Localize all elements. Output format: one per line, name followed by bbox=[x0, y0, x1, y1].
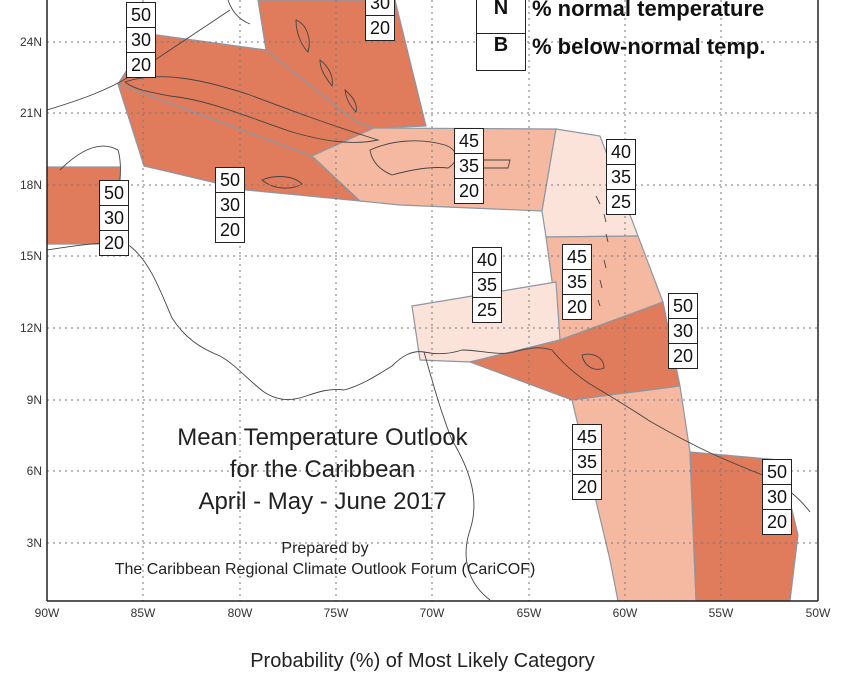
prob-value: 30 bbox=[100, 205, 128, 230]
map-title-line-3: April - May - June 2017 bbox=[198, 488, 447, 515]
prob-value: 30 bbox=[127, 27, 155, 52]
prob-value: 45 bbox=[458, 131, 480, 151]
coast-hispaniola bbox=[369, 140, 457, 176]
lat-label-24n: 24N bbox=[19, 35, 42, 49]
legend-key-below: B bbox=[476, 34, 526, 71]
lon-label-85w: 85W bbox=[130, 606, 156, 620]
coast-south-america-interior bbox=[423, 351, 491, 601]
prob-box-guyana: 45 35 20 bbox=[572, 424, 602, 500]
prob-value: 35 bbox=[573, 449, 601, 474]
legend-label-normal: % normal temperature bbox=[532, 0, 765, 21]
prob-value: 25 bbox=[607, 189, 635, 214]
prob-value: 45 bbox=[576, 427, 598, 447]
lat-label-6n: 6N bbox=[26, 464, 42, 478]
prob-value: 30 bbox=[669, 318, 697, 343]
prob-value: 35 bbox=[473, 272, 501, 297]
lon-label-75w: 75W bbox=[323, 606, 349, 620]
prob-value: 20 bbox=[455, 178, 483, 203]
prepared-by-label: Prepared by bbox=[281, 540, 369, 557]
prob-value: 45 bbox=[566, 247, 588, 267]
lat-label-12n: 12N bbox=[19, 321, 42, 335]
lat-label-9n: 9N bbox=[26, 393, 42, 407]
prob-box-hispaniola: 45 35 20 bbox=[454, 128, 484, 204]
prob-box-northern-lesser-antilles: 40 35 25 bbox=[606, 139, 636, 215]
prob-value: 25 bbox=[473, 297, 501, 322]
coast-bahamas-1 bbox=[295, 19, 310, 53]
prob-value: 50 bbox=[219, 170, 241, 190]
map-title: Mean Temperature Outlook for the Caribbe… bbox=[150, 422, 495, 518]
credit-block: Prepared by The Caribbean Regional Clima… bbox=[60, 538, 590, 580]
lon-label-90w: 90W bbox=[34, 606, 60, 620]
coast-jamaica bbox=[261, 176, 303, 189]
prob-box-suriname: 50 30 20 bbox=[762, 459, 792, 535]
coast-central-america bbox=[47, 242, 811, 513]
prob-box-trinidad: 50 30 20 bbox=[668, 293, 698, 369]
prob-value: 20 bbox=[100, 230, 128, 255]
prob-box-bahamas: 30 20 bbox=[365, 0, 395, 41]
prob-value: 20 bbox=[216, 217, 244, 242]
prob-box-western-cuba: 50 30 20 bbox=[126, 2, 156, 78]
prob-value: 30 bbox=[369, 0, 391, 13]
prob-value: 20 bbox=[366, 15, 394, 40]
prob-value: 20 bbox=[669, 343, 697, 368]
lat-label-15n: 15N bbox=[19, 249, 42, 263]
prob-value: 50 bbox=[130, 5, 152, 25]
map-frame bbox=[46, 0, 819, 602]
lat-label-3n: 3N bbox=[26, 536, 42, 550]
lat-label-21n: 21N bbox=[19, 106, 42, 120]
prob-value: 30 bbox=[216, 192, 244, 217]
coast-bahamas-2 bbox=[319, 59, 333, 88]
prob-box-abc-islands: 40 35 25 bbox=[472, 247, 502, 323]
map-title-line-2: for the Caribbean bbox=[229, 456, 416, 483]
prob-value: 20 bbox=[563, 294, 591, 319]
prob-box-belize: 50 30 20 bbox=[99, 180, 129, 256]
prob-box-southern-lesser-antilles: 45 35 20 bbox=[562, 244, 592, 320]
coast-florida bbox=[227, 0, 251, 25]
prob-value: 50 bbox=[672, 296, 694, 316]
region-cuba-south-jamaica bbox=[117, 83, 362, 202]
prob-value: 20 bbox=[127, 52, 155, 77]
prob-value: 50 bbox=[103, 183, 125, 203]
prob-value: 35 bbox=[563, 269, 591, 294]
legend-label-below: % below-normal temp. bbox=[532, 34, 766, 59]
prob-value: 35 bbox=[607, 164, 635, 189]
lon-label-50w: 50W bbox=[805, 606, 831, 620]
prob-value: 40 bbox=[476, 250, 498, 270]
map-caption: Probability (%) of Most Likely Category bbox=[250, 650, 595, 672]
coast-trinidad bbox=[581, 353, 605, 370]
prob-box-jamaica: 50 30 20 bbox=[215, 167, 245, 243]
lon-label-60w: 60W bbox=[612, 606, 638, 620]
prob-value: 20 bbox=[763, 509, 791, 534]
prob-value: 20 bbox=[573, 474, 601, 499]
grid-lines bbox=[47, 0, 818, 601]
lon-label-65w: 65W bbox=[516, 606, 542, 620]
lon-label-55w: 55W bbox=[708, 606, 734, 620]
coast-lesser-antilles bbox=[595, 195, 609, 307]
prob-value: 40 bbox=[610, 142, 632, 162]
legend-key-normal: N bbox=[476, 0, 526, 34]
coast-cuba bbox=[124, 76, 380, 143]
lat-label-18n: 18N bbox=[19, 178, 42, 192]
prob-value: 30 bbox=[763, 484, 791, 509]
prob-value: 35 bbox=[455, 153, 483, 178]
prob-value: 50 bbox=[766, 462, 788, 482]
coast-bahamas-3 bbox=[344, 88, 357, 113]
lon-label-80w: 80W bbox=[227, 606, 253, 620]
lon-label-70w: 70W bbox=[419, 606, 445, 620]
region-guyana bbox=[571, 385, 697, 601]
organization-name: The Caribbean Regional Climate Outlook F… bbox=[114, 561, 536, 578]
map-title-line-1: Mean Temperature Outlook bbox=[177, 424, 468, 451]
